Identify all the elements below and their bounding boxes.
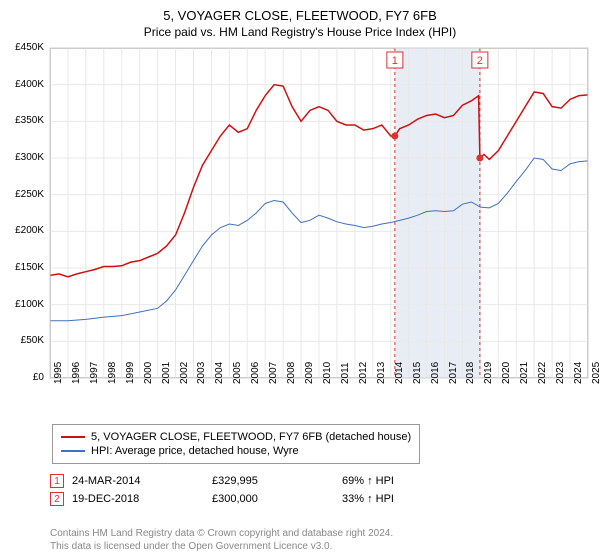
legend-label: HPI: Average price, detached house, Wyre [91, 445, 299, 457]
svg-text:1: 1 [392, 55, 398, 67]
x-tick-label: 1999 [125, 362, 136, 384]
x-tick-label: 2024 [573, 362, 584, 384]
svg-text:2: 2 [477, 55, 483, 67]
x-tick-label: 2018 [465, 362, 476, 384]
x-tick-label: 2015 [412, 362, 423, 384]
legend-swatch [61, 436, 85, 438]
x-tick-label: 2017 [448, 362, 459, 384]
y-tick-label: £100K [0, 299, 44, 310]
x-tick-label: 2019 [483, 362, 494, 384]
x-tick-label: 2006 [250, 362, 261, 384]
x-tick-label: 2003 [196, 362, 207, 384]
x-tick-label: 2008 [286, 362, 297, 384]
sale-price: £329,995 [212, 475, 342, 487]
y-tick-label: £0 [0, 372, 44, 383]
sale-date: 24-MAR-2014 [72, 475, 212, 487]
sale-marker: 1 [50, 474, 64, 488]
x-tick-label: 2020 [501, 362, 512, 384]
x-tick-label: 2005 [232, 362, 243, 384]
x-tick-label: 1997 [89, 362, 100, 384]
sale-price: £300,000 [212, 493, 342, 505]
legend-row: HPI: Average price, detached house, Wyre [61, 445, 411, 457]
x-tick-label: 1995 [53, 362, 64, 384]
sale-marker: 2 [50, 492, 64, 506]
x-tick-label: 2007 [268, 362, 279, 384]
y-tick-label: £200K [0, 225, 44, 236]
x-tick-label: 2013 [376, 362, 387, 384]
sale-row: 1 24-MAR-2014£329,99569% ↑ HPI [50, 474, 394, 488]
x-tick-label: 2011 [340, 362, 351, 384]
x-tick-label: 2016 [430, 362, 441, 384]
x-tick-label: 2021 [519, 362, 530, 384]
y-tick-label: £50K [0, 335, 44, 346]
x-tick-label: 1998 [107, 362, 118, 384]
x-tick-label: 2025 [591, 362, 600, 384]
y-tick-label: £300K [0, 152, 44, 163]
x-tick-label: 2012 [358, 362, 369, 384]
x-tick-label: 2014 [394, 362, 405, 384]
x-tick-label: 1996 [71, 362, 82, 384]
sale-vs-hpi: 33% ↑ HPI [342, 493, 394, 505]
sale-row: 2 19-DEC-2018£300,00033% ↑ HPI [50, 492, 394, 506]
x-tick-label: 2001 [161, 362, 172, 384]
x-tick-label: 2002 [179, 362, 190, 384]
sale-vs-hpi: 69% ↑ HPI [342, 475, 394, 487]
chart-container: 5, VOYAGER CLOSE, FLEETWOOD, FY7 6FB Pri… [0, 0, 600, 560]
x-tick-label: 2004 [214, 362, 225, 384]
sale-date: 19-DEC-2018 [72, 493, 212, 505]
legend-row: 5, VOYAGER CLOSE, FLEETWOOD, FY7 6FB (de… [61, 431, 411, 443]
y-tick-label: £150K [0, 262, 44, 273]
x-tick-label: 2023 [555, 362, 566, 384]
legend-label: 5, VOYAGER CLOSE, FLEETWOOD, FY7 6FB (de… [91, 431, 411, 443]
y-tick-label: £250K [0, 189, 44, 200]
sales-table: 1 24-MAR-2014£329,99569% ↑ HPI 2 19-DEC-201… [50, 470, 394, 510]
y-tick-label: £350K [0, 115, 44, 126]
footer-line-1: Contains HM Land Registry data © Crown c… [50, 528, 393, 539]
x-tick-label: 2010 [322, 362, 333, 384]
x-tick-label: 2009 [304, 362, 315, 384]
x-tick-label: 2000 [143, 362, 154, 384]
footer-line-2: This data is licensed under the Open Gov… [50, 541, 332, 552]
x-tick-label: 2022 [537, 362, 548, 384]
y-tick-label: £450K [0, 42, 44, 53]
y-tick-label: £400K [0, 79, 44, 90]
legend-swatch [61, 450, 85, 452]
legend: 5, VOYAGER CLOSE, FLEETWOOD, FY7 6FB (de… [52, 424, 420, 464]
